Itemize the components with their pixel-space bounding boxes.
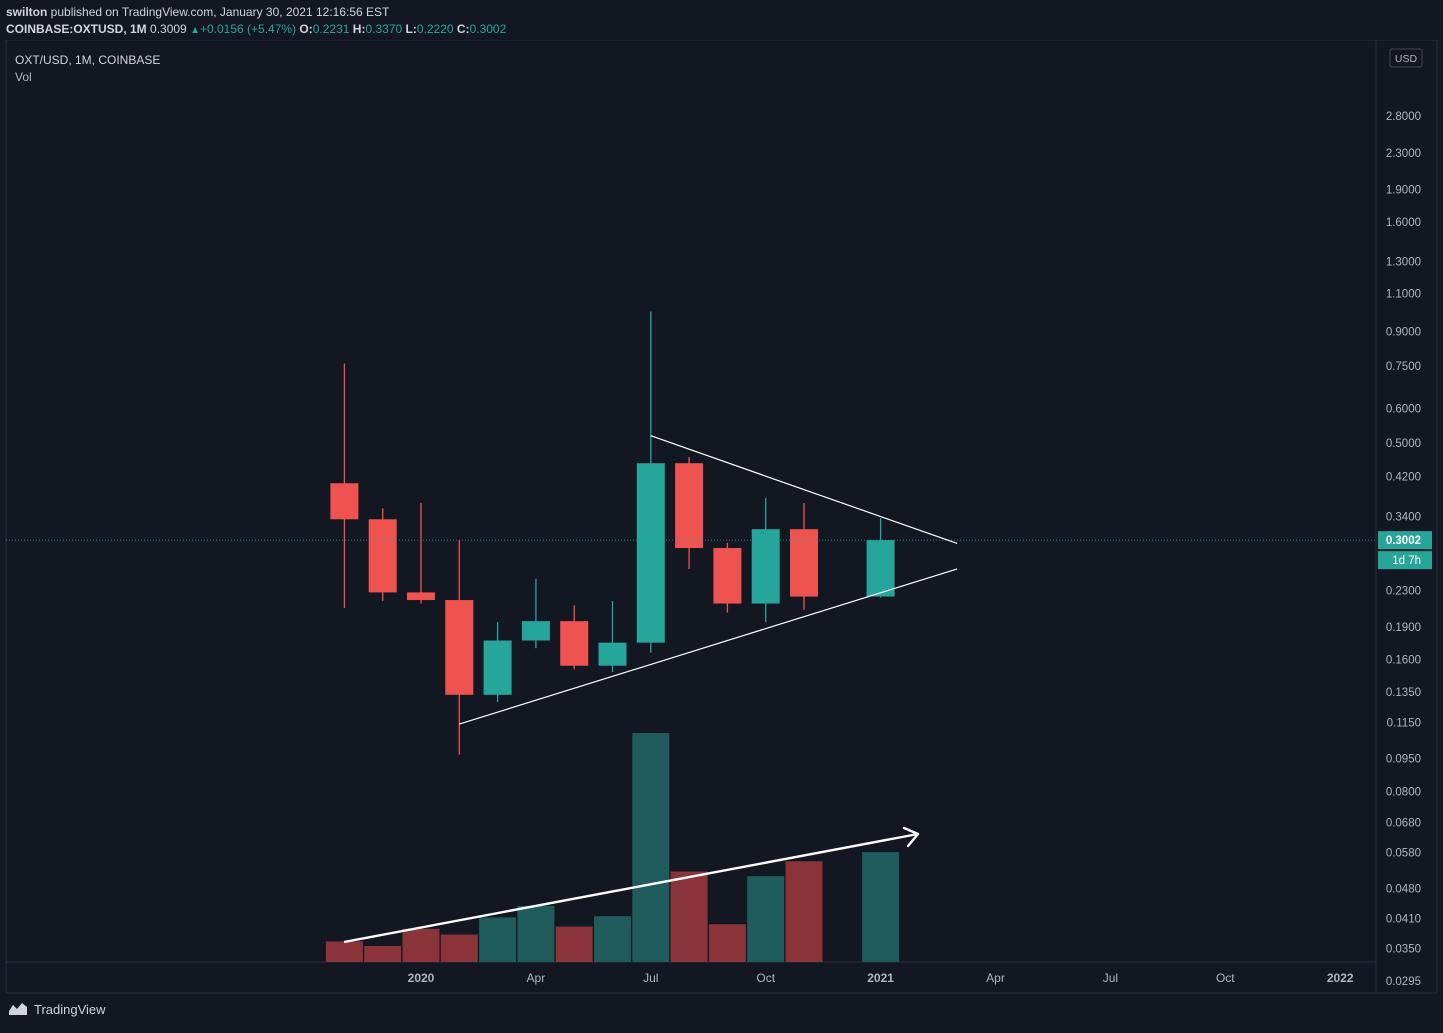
candle-body xyxy=(521,621,550,641)
triangle-trendline xyxy=(650,435,958,545)
countdown-text: 1d 7h xyxy=(1392,555,1421,567)
price-tick-label: 0.4200 xyxy=(1386,471,1421,483)
price-tick-label: 0.5000 xyxy=(1386,438,1421,450)
open-value: 0.2231 xyxy=(312,22,350,36)
volume-bar xyxy=(670,871,708,962)
volume-bar xyxy=(594,916,631,962)
publish-details: published on TradingView.com, January 30… xyxy=(47,5,390,19)
countdown-badge xyxy=(1378,551,1432,570)
price-tick-label: 0.0680 xyxy=(1386,817,1421,829)
volume-bar xyxy=(747,876,785,962)
current-price: 0.3009 xyxy=(150,22,187,36)
price-tick-label: 2.3000 xyxy=(1386,148,1421,160)
time-tick-label: 2021 xyxy=(867,971,894,985)
open-label: O: xyxy=(299,22,313,36)
candle-body xyxy=(636,463,665,643)
volume-bar xyxy=(517,905,555,962)
candle-body xyxy=(713,548,742,604)
candle-body xyxy=(368,519,397,593)
volume-bar xyxy=(708,924,746,962)
candle-body xyxy=(598,642,627,666)
volume-bar xyxy=(325,941,363,962)
candle-body xyxy=(330,483,359,520)
volume-bar xyxy=(402,928,440,962)
volume-bar xyxy=(364,945,402,962)
volume-bar xyxy=(440,934,478,962)
price-tick-label: 0.0295 xyxy=(1386,976,1421,988)
candle-body xyxy=(751,529,780,604)
volume-bar xyxy=(555,926,593,962)
price-tick-label: 0.0800 xyxy=(1386,786,1421,798)
footer xyxy=(0,993,1443,1028)
volume-trend-arrow xyxy=(343,832,919,944)
price-chart[interactable]: 2.8000 2.3000 1.9000 1.6000 1.3000 1.1000 0.90… xyxy=(0,39,1443,1028)
candle-body xyxy=(445,600,474,695)
time-tick-label: Apr xyxy=(986,971,1005,985)
up-triangle-icon: ▲ xyxy=(190,25,200,36)
chart-area[interactable]: 2.8000 2.3000 1.9000 1.6000 1.3000 1.1000 0.90… xyxy=(0,39,1443,1028)
arrow-head-icon xyxy=(902,826,920,848)
price-tick-label: 0.1350 xyxy=(1386,687,1421,699)
publisher-username[interactable]: swilton xyxy=(6,5,48,19)
price-tick-label: 0.0480 xyxy=(1386,883,1421,895)
price-change: +0.0156 (+5.47%) xyxy=(199,22,297,36)
price-tick-label: 0.1600 xyxy=(1386,655,1421,667)
price-tick-label: 1.6000 xyxy=(1386,217,1421,229)
high-value: 0.3370 xyxy=(365,22,403,36)
candle-body xyxy=(790,529,818,597)
candle-body xyxy=(866,540,895,597)
chart-header: swilton published on TradingView.com, Ja… xyxy=(0,0,1443,40)
candle-body xyxy=(675,463,704,549)
price-tick-label: 2.8000 xyxy=(1386,111,1421,123)
price-tick-label: 0.3400 xyxy=(1386,511,1421,523)
candle-body xyxy=(407,592,435,601)
high-label: H: xyxy=(352,22,366,36)
tradingview-logo[interactable]: TradingView xyxy=(8,1001,106,1017)
legend-volume[interactable]: Vol xyxy=(15,70,32,84)
tradingview-logo-icon xyxy=(9,1003,27,1015)
price-tick-label: 0.2300 xyxy=(1386,586,1421,598)
price-tick-label: 0.1900 xyxy=(1386,622,1421,634)
price-tick-label: 0.7500 xyxy=(1386,361,1421,373)
low-label: L: xyxy=(405,22,417,36)
symbol-label: COINBASE:OXTUSD, 1M xyxy=(6,22,147,36)
volume-bar xyxy=(785,861,823,962)
time-tick-label: Oct xyxy=(756,971,775,985)
close-label: C: xyxy=(456,22,470,36)
currency-badge xyxy=(1389,48,1423,68)
price-tick-label: 0.0580 xyxy=(1386,847,1421,859)
currency-label: USD xyxy=(1395,53,1418,65)
close-value: 0.3002 xyxy=(469,22,507,36)
low-value: 0.2220 xyxy=(416,22,454,36)
triangle-trendline xyxy=(459,568,958,725)
price-tick-label: 0.9000 xyxy=(1386,327,1421,339)
price-tick-label: 1.3000 xyxy=(1386,257,1421,269)
time-tick-label: 2020 xyxy=(408,971,435,985)
ohlc-info: COINBASE:OXTUSD, 1M 0.3009 ▲+0.0156 (+5.… xyxy=(6,22,506,36)
publish-info: swilton published on TradingView.com, Ja… xyxy=(6,5,389,19)
last-price-badge xyxy=(1378,531,1432,550)
tradingview-brand: TradingView xyxy=(34,1001,106,1017)
price-tick-label: 0.0950 xyxy=(1386,754,1421,766)
time-tick-label: Apr xyxy=(527,971,546,985)
legend-symbol[interactable]: OXT/USD, 1M, COINBASE xyxy=(15,53,161,67)
time-tick-label: 2022 xyxy=(1327,971,1354,985)
time-tick-label: Jul xyxy=(1103,971,1118,985)
volume-bar xyxy=(632,733,670,962)
price-tick-label: 1.9000 xyxy=(1386,185,1421,197)
volume-bar xyxy=(862,852,900,962)
price-tick-label: 0.6000 xyxy=(1386,404,1421,416)
price-tick-label: 1.1000 xyxy=(1386,288,1421,300)
last-price-text: 0.3002 xyxy=(1386,535,1421,547)
candle-body xyxy=(560,621,589,666)
time-tick-label: Oct xyxy=(1216,971,1235,985)
price-tick-label: 0.0410 xyxy=(1386,913,1421,925)
candle-body xyxy=(483,640,512,695)
price-tick-label: 0.1150 xyxy=(1387,717,1421,729)
time-tick-label: Jul xyxy=(643,971,658,985)
price-tick-label: 0.0350 xyxy=(1386,943,1421,955)
volume-bar xyxy=(479,917,517,962)
